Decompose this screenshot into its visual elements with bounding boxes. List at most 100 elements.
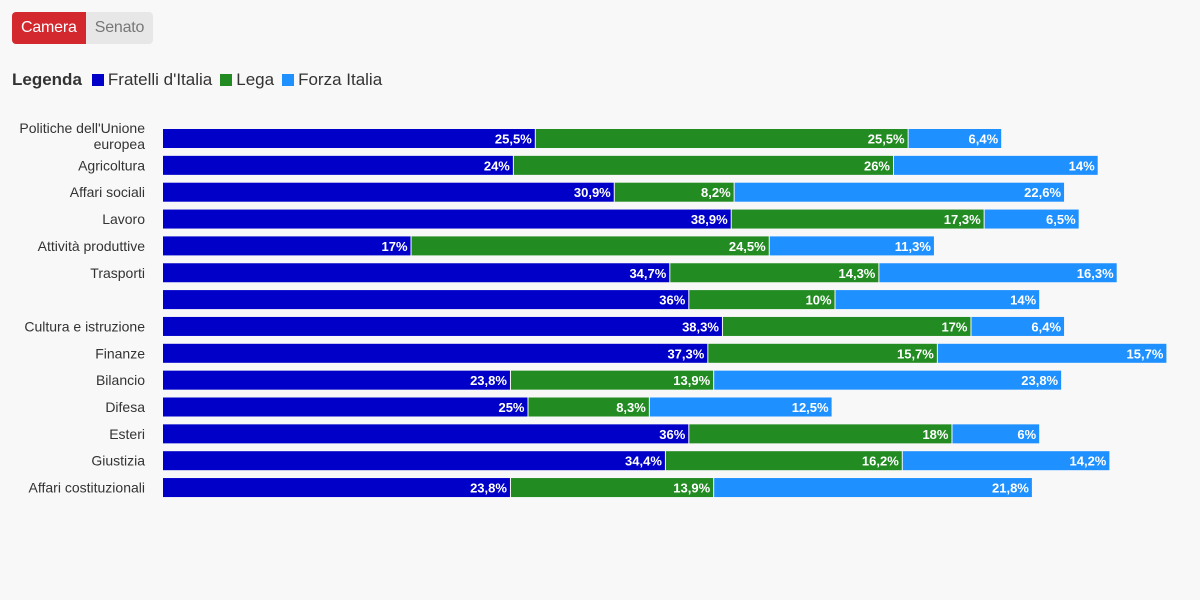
data-label: 24%: [484, 158, 510, 173]
data-label: 21,8%: [992, 481, 1029, 496]
data-label: 17,3%: [944, 212, 981, 227]
data-label: 16,2%: [862, 454, 899, 469]
legend-title: Legenda: [12, 70, 82, 89]
legend-swatch: [91, 74, 104, 86]
category-label: Bilancio: [96, 372, 145, 388]
tab-camera[interactable]: Camera: [12, 12, 86, 44]
bar-forza-italia: [769, 236, 934, 256]
bar-lega: [528, 397, 649, 417]
bar-forza-italia: [879, 263, 1117, 283]
data-label: 36%: [659, 293, 685, 308]
data-label: 16,3%: [1077, 266, 1114, 281]
data-label: 23,8%: [470, 373, 507, 388]
bar-lega: [510, 478, 714, 498]
data-label: 8,3%: [616, 400, 646, 415]
tab-senato[interactable]: Senato: [85, 12, 154, 44]
data-label: 38,3%: [682, 319, 719, 334]
category-label: Difesa: [105, 399, 145, 415]
bar-lega: [708, 343, 937, 363]
bar-lega: [510, 370, 714, 390]
data-label: 37,3%: [667, 346, 704, 361]
category-label: Politiche dell'Unione europea: [19, 120, 145, 152]
bar-fratelli-d-italia: [163, 263, 670, 283]
legend: Legenda Fratelli d'Italia Lega Forza Ita…: [12, 68, 390, 92]
data-label: 13,9%: [673, 481, 710, 496]
bar-fratelli-d-italia: [163, 316, 722, 336]
data-label: 6,4%: [969, 132, 999, 147]
category-label: Attività produttive: [38, 238, 146, 254]
category-label: Lavoro: [102, 211, 145, 227]
data-label: 14,3%: [839, 266, 876, 281]
data-label: 26%: [864, 158, 890, 173]
legend-label: Fratelli d'Italia: [107, 70, 213, 89]
data-label: 38,9%: [691, 212, 728, 227]
bar-lega: [722, 316, 971, 336]
bar-fratelli-d-italia: [163, 343, 708, 363]
category-label: Affari costituzionali: [29, 480, 145, 496]
bar-forza-italia: [835, 290, 1040, 310]
bar-lega: [535, 129, 908, 148]
bar-fratelli-d-italia: [163, 424, 689, 444]
data-label: 14%: [1069, 158, 1095, 173]
data-label: 17%: [941, 319, 967, 334]
data-label: 15,7%: [1127, 346, 1164, 361]
bar-lega: [513, 155, 893, 175]
bar-lega: [411, 236, 769, 256]
data-label: 17%: [382, 239, 408, 254]
bar-forza-italia: [734, 182, 1065, 202]
data-label: 34,7%: [629, 266, 666, 281]
data-label: 30,9%: [574, 185, 611, 200]
legend-item-fratelli-ditalia: Fratelli d'Italia: [91, 70, 213, 90]
bar-lega: [689, 290, 835, 310]
data-label: 25,5%: [495, 132, 532, 147]
bar-forza-italia: [952, 424, 1040, 444]
data-label: 6%: [1017, 427, 1036, 442]
category-label: Finanze: [95, 345, 145, 361]
bar-forza-italia: [937, 343, 1167, 363]
data-label: 15,7%: [897, 346, 934, 361]
data-label: 8,2%: [701, 185, 731, 200]
data-label: 25,5%: [868, 132, 905, 147]
category-label: Cultura e istruzione: [24, 318, 145, 334]
data-label: 6,5%: [1046, 212, 1076, 227]
data-label: 34,4%: [625, 454, 662, 469]
legend-swatch: [220, 74, 233, 86]
category-label: Esteri: [109, 426, 145, 442]
bar-fratelli-d-italia: [163, 451, 665, 471]
bar-forza-italia: [908, 129, 1002, 148]
data-label: 18%: [922, 427, 948, 442]
data-label: 25%: [498, 400, 524, 415]
data-label: 23,8%: [470, 481, 507, 496]
legend-label: Lega: [236, 70, 275, 89]
bar-forza-italia: [714, 370, 1062, 390]
data-label: 12,5%: [792, 400, 829, 415]
data-label: 23,8%: [1021, 373, 1058, 388]
data-label: 10%: [805, 293, 831, 308]
bar-fratelli-d-italia: [163, 129, 535, 148]
bar-fratelli-d-italia: [163, 290, 689, 310]
bar-fratelli-d-italia: [163, 155, 513, 175]
bar-lega: [731, 209, 984, 229]
bar-fratelli-d-italia: [163, 236, 411, 256]
data-label: 14%: [1010, 293, 1036, 308]
bar-forza-italia: [971, 316, 1065, 336]
legend-label: Forza Italia: [298, 70, 383, 89]
bar-fratelli-d-italia: [163, 182, 614, 202]
category-label: Affari sociali: [70, 184, 145, 200]
category-label: Giustizia: [91, 453, 145, 469]
bar-lega: [689, 424, 952, 444]
bar-forza-italia: [984, 209, 1079, 229]
bar-forza-italia: [714, 478, 1032, 498]
data-label: 14,2%: [1070, 454, 1107, 469]
bar-fratelli-d-italia: [163, 397, 528, 417]
data-label: 22,6%: [1024, 185, 1061, 200]
bar-fratelli-d-italia: [163, 209, 731, 229]
legend-item-lega: Lega: [220, 70, 274, 90]
data-label: 36%: [659, 427, 685, 442]
category-label: Trasporti: [90, 265, 145, 281]
bar-lega: [614, 182, 734, 202]
bar-fratelli-d-italia: [163, 370, 510, 390]
legend-item-forza-italia: Forza Italia: [282, 70, 382, 90]
bar-forza-italia: [894, 155, 1098, 175]
